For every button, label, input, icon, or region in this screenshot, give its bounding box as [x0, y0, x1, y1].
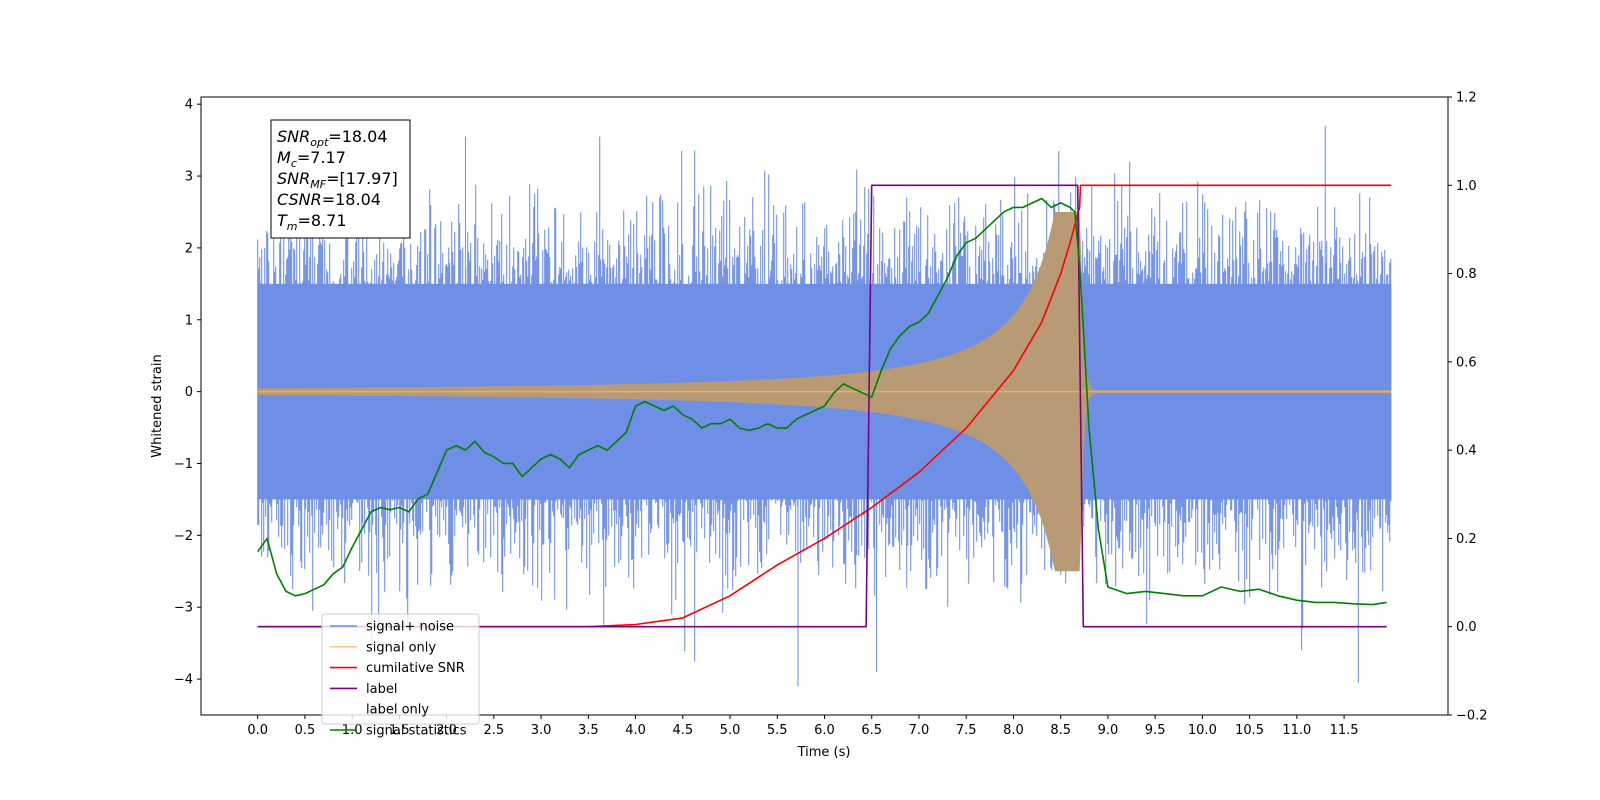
x-tick-label: 1.5: [389, 723, 410, 738]
x-tick-label: 4.5: [672, 723, 693, 738]
annotation-equals: =: [326, 169, 339, 188]
y-tick-label: −1: [174, 457, 193, 472]
annotation-frame: [270, 119, 411, 239]
y-tick-label: −4: [174, 673, 193, 688]
y2-tick-label: 0.8: [1456, 267, 1477, 282]
x-tick-label: 11.0: [1282, 723, 1311, 738]
x-tick-label: 3.5: [578, 723, 599, 738]
x-axis-label: Time (s): [797, 745, 851, 760]
label-line: [257, 184, 1387, 628]
annotation-subscript: c: [291, 157, 297, 170]
y-tick-label: 2: [185, 241, 193, 256]
x-tick-label: 4.0: [625, 723, 646, 738]
annotation-equals: =: [298, 211, 311, 230]
x-tick-label: 7.0: [909, 723, 930, 738]
annotation-symbol: CSNR: [277, 190, 322, 209]
y2-tick-label: −0.2: [1456, 709, 1488, 724]
x-tick-label: 6.5: [861, 723, 882, 738]
annotation-symbol: SNR: [277, 169, 310, 188]
annotation-line: SNRMF=[17.97]: [277, 169, 398, 191]
legend-entry: signal statistics: [366, 724, 467, 739]
x-tick-label: 9.0: [1098, 723, 1119, 738]
cumilative-snr-line: [257, 184, 1392, 628]
x-axis: 0.0 0.5 1.0 1.5 2.0 2.5 3.0 3.5 4.0 4.5 5.0 5.5 6.0 6…: [247, 715, 1359, 738]
y-tick-label: 0: [185, 385, 193, 400]
legend-entry: signal only: [366, 640, 436, 655]
annotation-value: 18.04: [342, 127, 388, 146]
annotation-value: 7.17: [310, 148, 346, 167]
annotation-equals: =: [297, 148, 310, 167]
signal-statistics-line: [257, 197, 1387, 606]
x-tick-label: 5.5: [767, 723, 788, 738]
legend-entry: cumilative SNR: [366, 661, 465, 676]
annotation-line: Tm=8.71: [277, 211, 347, 233]
annotation-symbol: M: [277, 148, 291, 167]
legend-entry: label: [366, 682, 397, 697]
y2-tick-label: 0.4: [1456, 444, 1477, 459]
y-axis-right: 1.2 1.0 0.8 0.6 0.4 0.2 0.0 −0.2: [1448, 91, 1488, 724]
y-axis-label: Whitened strain: [150, 354, 165, 457]
annotation-subscript: MF: [310, 178, 326, 191]
annotation-line: Mc=7.17: [277, 148, 346, 170]
annotation-line: SNRopt=18.04: [277, 127, 388, 149]
x-tick-label: 9.5: [1145, 723, 1166, 738]
annotation-line: CSNR=18.04: [277, 190, 381, 209]
y2-tick-label: 0.6: [1456, 355, 1477, 370]
x-tick-label: 3.0: [531, 723, 552, 738]
x-tick-label: 10.5: [1235, 723, 1264, 738]
y2-tick-label: 0.0: [1456, 620, 1477, 635]
y-tick-label: −2: [174, 529, 193, 544]
annotation-subscript: m: [287, 220, 298, 233]
annotation-symbol: SNR: [277, 127, 310, 146]
stats-annotation-box: SNRopt=18.04Mc=7.17SNRMF=[17.97]CSNR=18.…: [270, 119, 411, 239]
y2-tick-label: 0.2: [1456, 532, 1477, 547]
x-tick-label: 6.0: [814, 723, 835, 738]
x-tick-label: 7.5: [956, 723, 977, 738]
annotation-value: [17.97]: [339, 169, 397, 188]
annotation-equals: =: [322, 190, 335, 209]
x-tick-label: 11.5: [1330, 723, 1359, 738]
y2-tick-label: 1.0: [1456, 179, 1477, 194]
right-axis-series: [257, 184, 1392, 628]
y-axis-left: 4 3 2 1 0 −1 −2 −3 −4: [174, 98, 201, 688]
annotation-value: 18.04: [335, 190, 381, 209]
x-tick-label: 8.0: [1003, 723, 1024, 738]
legend-entry: label only: [366, 703, 429, 718]
annotation-equals: =: [328, 127, 341, 146]
legend-frame: [321, 613, 480, 725]
annotation-value: 8.71: [311, 211, 347, 230]
x-tick-label: 8.5: [1050, 723, 1071, 738]
y-tick-label: 1: [185, 313, 193, 328]
annotation-symbol: T: [277, 211, 288, 230]
x-tick-label: 0.0: [247, 723, 268, 738]
annotation-subscript: opt: [310, 136, 329, 149]
y2-tick-label: 1.2: [1456, 91, 1477, 106]
y-tick-label: −3: [174, 601, 193, 616]
legend: signal+ noise signal only cumilative SNR la…: [321, 613, 480, 739]
signal-only-series: [257, 212, 1392, 572]
x-tick-label: 10.0: [1188, 723, 1217, 738]
x-tick-label: 2.5: [484, 723, 505, 738]
y-tick-label: 3: [185, 170, 193, 185]
x-tick-label: 2.0: [436, 723, 457, 738]
y-tick-label: 4: [185, 98, 193, 113]
plot-data: [257, 125, 1392, 687]
x-tick-label: 0.5: [295, 723, 316, 738]
legend-entry: signal+ noise: [366, 620, 454, 635]
x-tick-label: 5.0: [720, 723, 741, 738]
